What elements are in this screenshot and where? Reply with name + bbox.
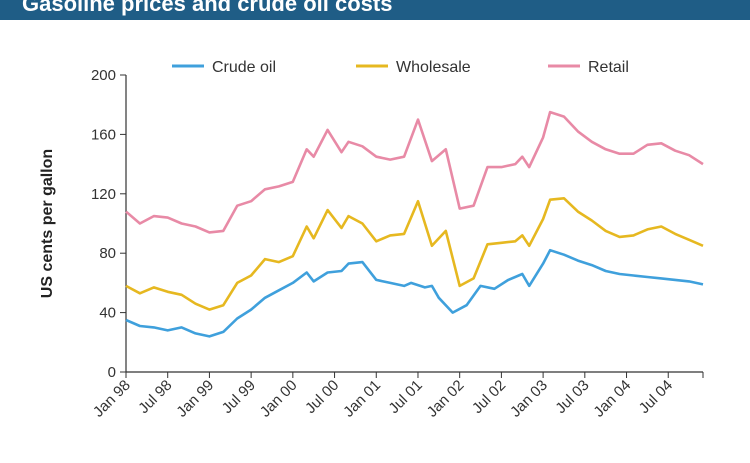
series-line-crude-oil [125,248,704,338]
y-tick-label: 80 [99,245,116,262]
y-axis-title: US cents per gallon [39,149,56,298]
x-tick-label: Jul 02 [469,377,509,417]
y-tick-label: 200 [91,67,116,84]
series-line-retail [125,110,704,234]
x-tick-label: Jan 98 [90,377,134,421]
x-tick-label: Jul 01 [385,377,425,417]
x-tick-label: Jan 03 [507,377,551,421]
x-tick-label: Jul 99 [219,377,259,417]
x-tick-label: Jan 01 [340,377,384,421]
x-tick-label: Jan 99 [173,377,217,421]
y-tick-label: 40 [99,305,116,322]
y-tick-label: 120 [91,186,116,203]
x-tick-label: Jul 00 [302,377,342,417]
x-tick-label: Jul 98 [135,377,175,417]
legend-label: Wholesale [396,59,471,76]
chart-title: Gasoline prices and crude oil costs [22,0,393,16]
series-line-wholesale [125,197,704,311]
y-tick-label: 0 [108,364,116,381]
x-tick-label: Jan 02 [424,377,468,421]
x-tick-label: Jan 04 [590,377,634,421]
legend-label: Retail [588,59,629,76]
x-tick-label: Jul 03 [552,377,592,417]
x-tick-label: Jul 04 [636,377,676,417]
legend-label: Crude oil [212,59,276,76]
title-bar: Gasoline prices and crude oil costs [0,0,750,20]
legend: Crude oil Wholesale Retail [172,59,629,76]
series-lines [125,110,704,338]
y-tick-label: 160 [91,126,116,143]
x-tick-label: Jan 00 [257,377,301,421]
